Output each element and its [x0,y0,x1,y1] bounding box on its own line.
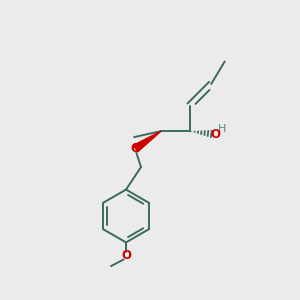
Text: H: H [218,124,226,134]
Text: O: O [130,142,141,155]
Text: O: O [121,249,131,262]
Text: O: O [210,128,220,141]
Polygon shape [134,131,161,152]
